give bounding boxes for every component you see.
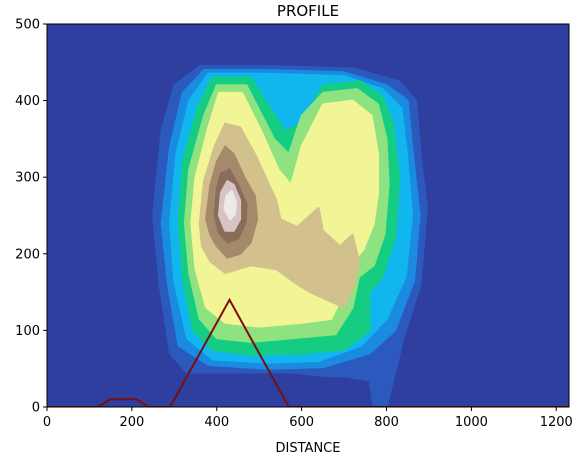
y-tick-label: 300	[15, 171, 40, 186]
x-tick-label: 1200	[540, 415, 573, 430]
x-tick-label: 0	[43, 415, 51, 430]
contour-layer	[152, 65, 428, 407]
x-tick-label: 600	[289, 415, 314, 430]
y-tick-label: 500	[15, 18, 40, 33]
x-tick-label: 1000	[455, 415, 488, 430]
x-tick-label: 400	[204, 415, 229, 430]
x-tick-label: 200	[119, 415, 144, 430]
x-axis-ticks: 0 200 400 600 800 1000 1200	[43, 407, 573, 430]
x-tick-label: 800	[374, 415, 399, 430]
y-axis-ticks: 0 100 200 300 400 500	[15, 18, 47, 416]
series-layer	[47, 297, 569, 407]
y-tick-label: 100	[15, 324, 40, 339]
y-tick-label: 0	[32, 401, 40, 416]
profile-line-0	[47, 297, 569, 407]
x-axis-label: DISTANCE	[276, 441, 341, 456]
y-tick-label: 200	[15, 247, 40, 262]
contour-level-11	[223, 190, 237, 221]
plot-frame	[46, 23, 570, 408]
chart-title: PROFILE	[277, 2, 339, 20]
y-tick-label: 400	[15, 94, 40, 109]
